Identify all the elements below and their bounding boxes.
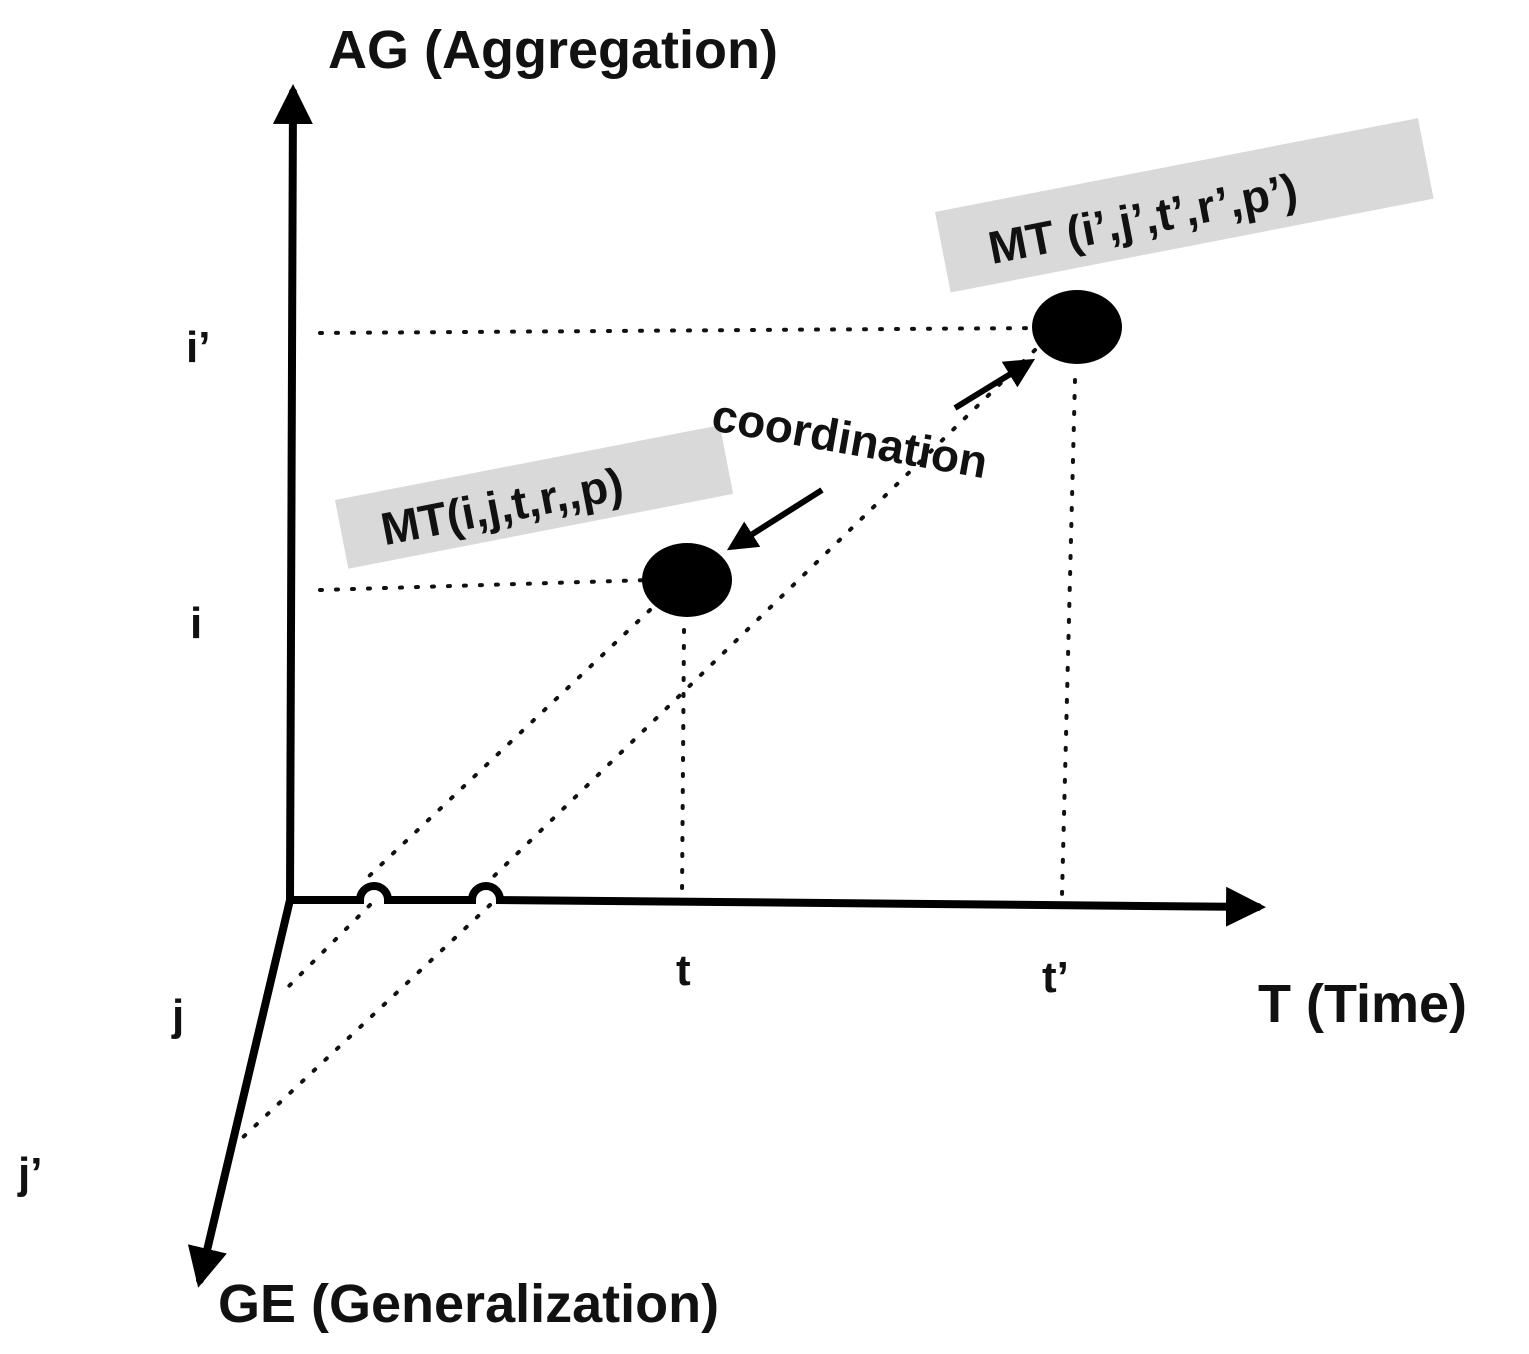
aggregation-axis: [272, 84, 313, 904]
guide-t-vertical: [680, 628, 686, 897]
generalization-axis: [187, 896, 294, 1288]
tick-label-t-prime: t’: [1042, 953, 1069, 1002]
tick-label-j: j: [171, 991, 184, 1040]
tick-label-i-prime: i’: [186, 323, 210, 372]
guide-t-prime-vertical: [1060, 378, 1077, 897]
coordination-label: coordination: [708, 389, 991, 489]
second-point-marker: [1032, 290, 1122, 364]
coordination-arrow-to-first: [726, 487, 824, 551]
second-point-label-box: [935, 118, 1434, 293]
second-point-label: MT (i’,j’,t’,r’,p’): [935, 118, 1434, 293]
time-axis: [286, 882, 1266, 927]
guide-i-prime: [318, 326, 1042, 335]
first-point-label-box: [335, 425, 734, 569]
generalization-axis-title: GE (Generalization): [218, 1274, 719, 1334]
coordination-arrow-to-second: [953, 358, 1036, 411]
tick-label-t: t: [676, 946, 691, 995]
guide-j-diagonal: [283, 903, 372, 992]
time-axis-title: T (Time): [1258, 974, 1467, 1034]
guide-diagonal-second: [488, 348, 1037, 882]
tick-label-i: i: [190, 599, 202, 648]
first-point-marker: [642, 543, 732, 617]
tick-label-j-prime: j’: [17, 1149, 42, 1198]
aggregation-axis-title: AG (Aggregation): [328, 20, 778, 80]
guide-lines: [238, 326, 1077, 1142]
axes: [187, 84, 1266, 1288]
guide-diagonal-first: [363, 608, 652, 882]
guide-i: [318, 578, 652, 592]
